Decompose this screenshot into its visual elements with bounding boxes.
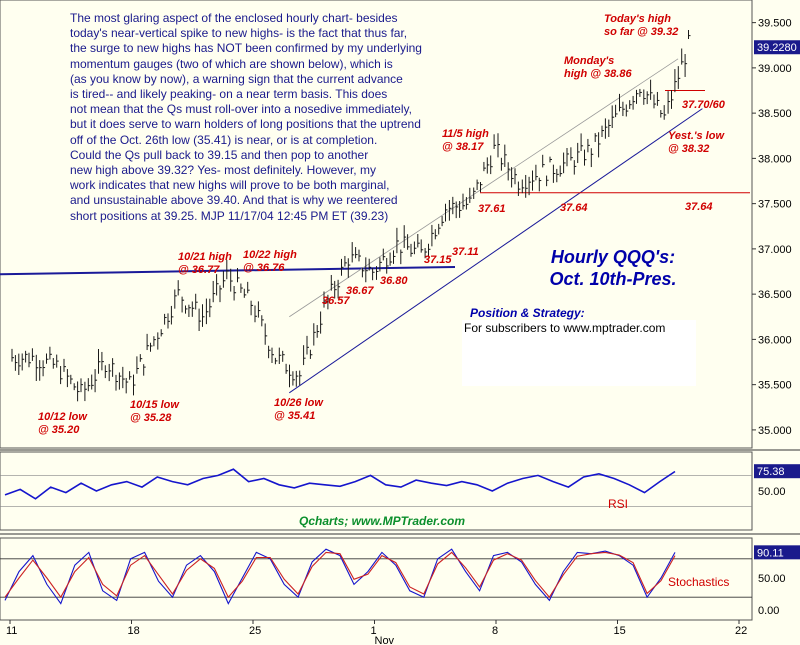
- price-annotation: @ 36.77: [178, 264, 220, 276]
- price-annotation: @ 36.76: [243, 262, 285, 274]
- rsi-y-tick-label: 50.00: [758, 486, 786, 498]
- x-month-label: Nov: [375, 635, 395, 645]
- last-price-label: 39.2280: [757, 42, 797, 54]
- y-tick-label: 37.000: [758, 244, 792, 256]
- y-tick-label: 39.000: [758, 63, 792, 75]
- price-annotation: Monday's: [564, 55, 614, 67]
- price-annotation: so far @ 39.32: [604, 26, 678, 38]
- y-tick-label: 36.000: [758, 334, 792, 346]
- rsi-label: RSI: [608, 497, 628, 511]
- price-annotation: 37.64: [685, 201, 713, 213]
- x-tick-label: 1: [371, 625, 377, 637]
- y-tick-label: 36.500: [758, 289, 792, 301]
- price-annotation: Today's high: [604, 13, 671, 25]
- price-annotation: 10/26 low: [274, 397, 324, 409]
- stochastics-value-tag: [754, 545, 800, 560]
- price-annotation: 37.11: [452, 246, 479, 258]
- x-tick-label: 8: [492, 625, 498, 637]
- x-tick-label: 25: [249, 625, 261, 637]
- stochastics-value-label: 90.11: [757, 547, 784, 559]
- chart-title-line2: Oct. 10th-Pres.: [549, 269, 677, 289]
- price-annotation: high @ 38.86: [564, 68, 632, 80]
- stochastics-d-line: [4, 551, 676, 599]
- price-annotation: 36.57: [322, 295, 350, 307]
- rsi-value-tag: [754, 464, 800, 479]
- price-annotation: 36.67: [346, 285, 374, 297]
- chart-credit: Qcharts; www.MPTrader.com: [299, 514, 466, 528]
- price-annotation: 36.80: [380, 275, 408, 287]
- price-annotation: 10/12 low: [38, 411, 88, 423]
- price-annotation: @ 35.41: [274, 410, 315, 422]
- last-price-tag: [754, 40, 800, 55]
- price-annotation: Yest.'s low: [668, 130, 725, 142]
- stochastics-label: Stochastics: [668, 575, 729, 589]
- price-annotation: 37.64: [560, 202, 588, 214]
- commentary-text: The most glaring aspect of the enclosed …: [70, 11, 422, 223]
- x-tick-label: 11: [6, 625, 17, 637]
- position-strategy-box: [462, 320, 696, 386]
- stochastics-y-tick-label: 50.00: [758, 573, 786, 585]
- price-annotation: 37.70/60: [682, 99, 726, 111]
- rsi-value-label: 75.38: [757, 466, 785, 478]
- chart-title: Hourly QQQ's: Oct. 10th-Pres.: [528, 246, 698, 290]
- price-annotation: 10/22 high: [243, 249, 297, 261]
- price-annotation: 10/21 high: [178, 251, 232, 263]
- stochastics-y-tick-label: 0.00: [758, 605, 779, 617]
- price-annotation: 10/15 low: [130, 399, 180, 411]
- x-tick-label: 22: [735, 625, 747, 637]
- y-tick-label: 37.500: [758, 199, 792, 211]
- price-annotation: 37.15: [424, 254, 452, 266]
- price-annotation: @ 38.17: [442, 141, 484, 153]
- y-tick-label: 35.500: [758, 380, 792, 392]
- y-tick-label: 38.000: [758, 153, 792, 165]
- price-panel-frame: [0, 0, 753, 449]
- y-tick-label: 38.500: [758, 108, 792, 120]
- y-tick-label: 39.500: [758, 18, 792, 30]
- position-strategy-title: Position & Strategy:: [470, 306, 585, 320]
- x-tick-label: 18: [128, 625, 140, 637]
- price-annotation: @ 35.20: [38, 424, 80, 436]
- stochastics-k-line: [4, 548, 676, 605]
- rsi-line: [4, 468, 676, 500]
- y-tick-label: 35.000: [758, 425, 792, 437]
- channel-line: [289, 58, 679, 318]
- x-tick-label: 15: [614, 625, 626, 637]
- price-annotation: 11/5 high: [442, 128, 489, 140]
- stochastics-panel-frame: [0, 537, 753, 621]
- uptrend-line: [289, 108, 703, 394]
- price-annotation: @ 35.28: [130, 412, 172, 424]
- rsi-panel-frame: [0, 451, 753, 531]
- price-annotation: 37.61: [478, 203, 506, 215]
- position-strategy-text: For subscribers to www.mptrader.com: [464, 321, 666, 335]
- price-annotation: @ 38.32: [668, 143, 709, 155]
- chart-title-line1: Hourly QQQ's:: [550, 247, 676, 267]
